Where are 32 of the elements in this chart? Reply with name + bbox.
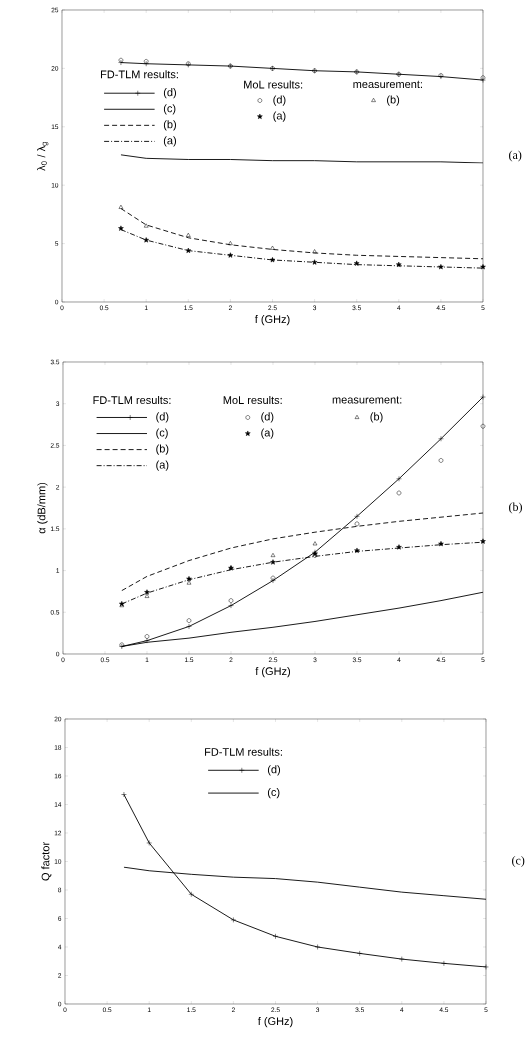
legend-label: (a) xyxy=(261,428,274,439)
annotation: measurement: xyxy=(353,80,422,89)
text: (a) xyxy=(509,150,522,162)
legend-label: (a) xyxy=(273,111,286,122)
legend-label: (d) xyxy=(163,88,176,99)
annotation: MoL results: xyxy=(244,80,303,89)
legend-label: (b) xyxy=(387,95,400,106)
y-axis-title: Q factor xyxy=(41,842,52,881)
legend-label: (d) xyxy=(261,412,274,423)
y-axis-title: λ$_{0}$ / λ$_{g}$ xyxy=(37,142,49,171)
text: (b) xyxy=(509,502,522,514)
legend-label: (b) xyxy=(163,120,176,131)
legend-label: (a) xyxy=(156,460,169,471)
legend-label: (c) xyxy=(156,428,168,439)
annotation: measurement: xyxy=(332,396,402,404)
legend-label: (b) xyxy=(370,412,383,423)
annotation: FD-TLM results: xyxy=(205,747,282,756)
text: (c) xyxy=(512,856,525,867)
legend-label: (a) xyxy=(163,136,176,147)
legend-label: (d) xyxy=(156,412,169,423)
legend-label: (d) xyxy=(273,95,286,106)
annotation: FD-TLM results: xyxy=(93,395,171,404)
x-axis-title: f (GHz) xyxy=(254,315,290,326)
annotation: MoL results: xyxy=(223,395,282,404)
x-axis-title: f (GHz) xyxy=(257,1016,293,1028)
legend-label: (c) xyxy=(267,787,280,799)
legend-label: (c) xyxy=(163,104,176,115)
annotation: FD-TLM results: xyxy=(101,70,178,79)
legend-label: (b) xyxy=(156,444,169,455)
x-axis-title: f (GHz) xyxy=(255,667,291,678)
legend-label: (d) xyxy=(267,765,281,776)
y-axis-title: α (dB/mm) xyxy=(37,482,48,534)
